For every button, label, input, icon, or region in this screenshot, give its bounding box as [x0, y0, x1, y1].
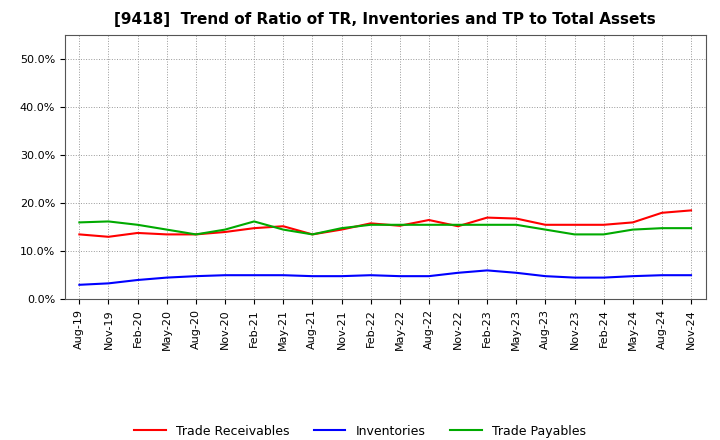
Trade Receivables	[337, 227, 346, 232]
Inventories	[250, 272, 258, 278]
Inventories	[279, 272, 287, 278]
Inventories	[104, 281, 113, 286]
Trade Payables	[75, 220, 84, 225]
Trade Receivables	[687, 208, 696, 213]
Trade Receivables	[483, 215, 492, 220]
Trade Payables	[279, 227, 287, 232]
Inventories	[629, 274, 637, 279]
Inventories	[163, 275, 171, 280]
Trade Receivables	[599, 222, 608, 227]
Inventories	[483, 268, 492, 273]
Trade Receivables	[133, 230, 142, 235]
Trade Payables	[570, 232, 579, 237]
Inventories	[395, 274, 404, 279]
Inventories	[570, 275, 579, 280]
Trade Payables	[541, 227, 550, 232]
Trade Receivables	[657, 210, 666, 216]
Line: Trade Receivables: Trade Receivables	[79, 210, 691, 237]
Trade Receivables	[75, 232, 84, 237]
Inventories	[366, 272, 375, 278]
Trade Payables	[425, 222, 433, 227]
Trade Payables	[250, 219, 258, 224]
Title: [9418]  Trend of Ratio of TR, Inventories and TP to Total Assets: [9418] Trend of Ratio of TR, Inventories…	[114, 12, 656, 27]
Trade Payables	[629, 227, 637, 232]
Trade Receivables	[250, 226, 258, 231]
Trade Receivables	[163, 232, 171, 237]
Inventories	[337, 274, 346, 279]
Inventories	[133, 277, 142, 282]
Trade Receivables	[104, 234, 113, 239]
Trade Receivables	[279, 224, 287, 229]
Inventories	[75, 282, 84, 287]
Trade Payables	[133, 222, 142, 227]
Inventories	[192, 274, 200, 279]
Trade Payables	[308, 232, 317, 237]
Trade Payables	[104, 219, 113, 224]
Trade Payables	[599, 232, 608, 237]
Trade Receivables	[629, 220, 637, 225]
Trade Receivables	[570, 222, 579, 227]
Inventories	[657, 272, 666, 278]
Trade Receivables	[395, 223, 404, 228]
Line: Inventories: Inventories	[79, 271, 691, 285]
Trade Payables	[192, 232, 200, 237]
Trade Payables	[657, 226, 666, 231]
Line: Trade Payables: Trade Payables	[79, 221, 691, 235]
Inventories	[425, 274, 433, 279]
Inventories	[220, 272, 229, 278]
Trade Receivables	[541, 222, 550, 227]
Trade Receivables	[512, 216, 521, 221]
Trade Payables	[395, 222, 404, 227]
Inventories	[599, 275, 608, 280]
Inventories	[541, 274, 550, 279]
Trade Payables	[454, 222, 462, 227]
Legend: Trade Receivables, Inventories, Trade Payables: Trade Receivables, Inventories, Trade Pa…	[130, 420, 590, 440]
Trade Receivables	[308, 232, 317, 237]
Inventories	[687, 272, 696, 278]
Trade Receivables	[425, 217, 433, 223]
Trade Receivables	[192, 232, 200, 237]
Trade Payables	[366, 222, 375, 227]
Trade Receivables	[366, 221, 375, 226]
Trade Payables	[687, 226, 696, 231]
Inventories	[454, 270, 462, 275]
Trade Payables	[220, 227, 229, 232]
Trade Payables	[163, 227, 171, 232]
Trade Receivables	[220, 229, 229, 235]
Inventories	[512, 270, 521, 275]
Trade Payables	[512, 222, 521, 227]
Inventories	[308, 274, 317, 279]
Trade Payables	[337, 226, 346, 231]
Trade Receivables	[454, 224, 462, 229]
Trade Payables	[483, 222, 492, 227]
